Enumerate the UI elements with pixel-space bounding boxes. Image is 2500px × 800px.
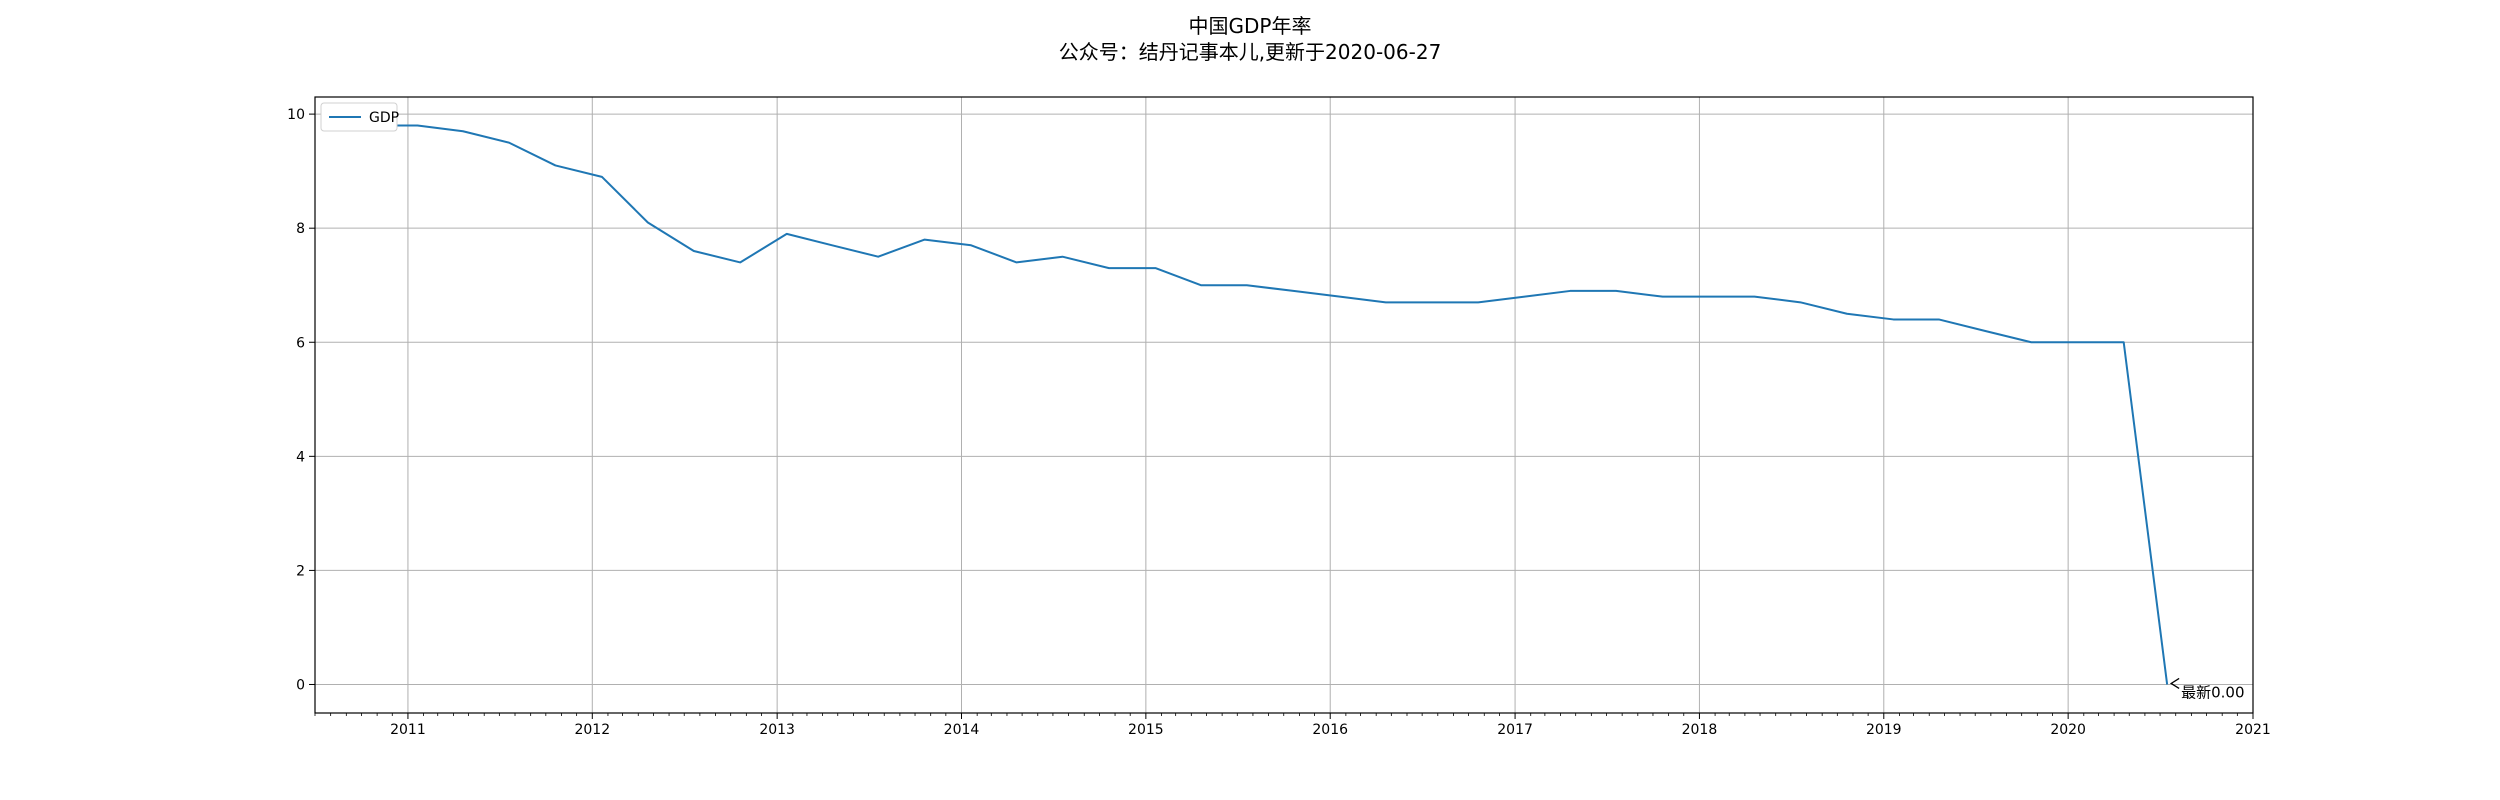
y-tick-label: 4	[296, 449, 305, 465]
grid	[315, 97, 2254, 713]
y-tick-label: 8	[296, 221, 305, 237]
x-tick-label: 2016	[1312, 722, 1348, 738]
legend-label-gdp: GDP	[369, 110, 399, 126]
x-tick-label: 2020	[2050, 722, 2086, 738]
x-tick-label: 2018	[1682, 722, 1718, 738]
legend: GDP	[320, 102, 399, 132]
series-layer	[371, 124, 2169, 685]
x-tick-label: 2019	[1866, 722, 1902, 738]
annotation-arrow	[2169, 677, 2180, 690]
annotation-label: 最新0.00	[2181, 683, 2244, 701]
x-tick-label: 2011	[390, 722, 426, 738]
x-tick-label: 2013	[759, 722, 795, 738]
x-tick-label: 2014	[944, 722, 980, 738]
y-tick-label: 2	[296, 563, 305, 579]
axes: 0 2 4 6 8 10 2011 2012 2013 2014 2015 2016 2017 2018 2…	[287, 96, 2271, 738]
y-tick-label: 6	[296, 335, 305, 351]
plot-frame	[314, 96, 2254, 714]
x-tick-label: 2015	[1128, 722, 1164, 738]
y-tick-label: 10	[287, 107, 305, 123]
chart-subtitle: 公众号：结丹记事本儿,更新于2020-06-27	[1058, 40, 1442, 64]
x-tick-label: 2012	[574, 722, 610, 738]
series-line-gdp	[371, 124, 2169, 685]
x-tick-label: 2017	[1497, 722, 1533, 738]
x-tick-label: 2021	[2235, 722, 2271, 738]
annotation-layer: 最新0.00	[2169, 677, 2245, 701]
y-tick-label: 0	[296, 677, 305, 693]
chart-title: 中国GDP年率	[1188, 14, 1312, 38]
